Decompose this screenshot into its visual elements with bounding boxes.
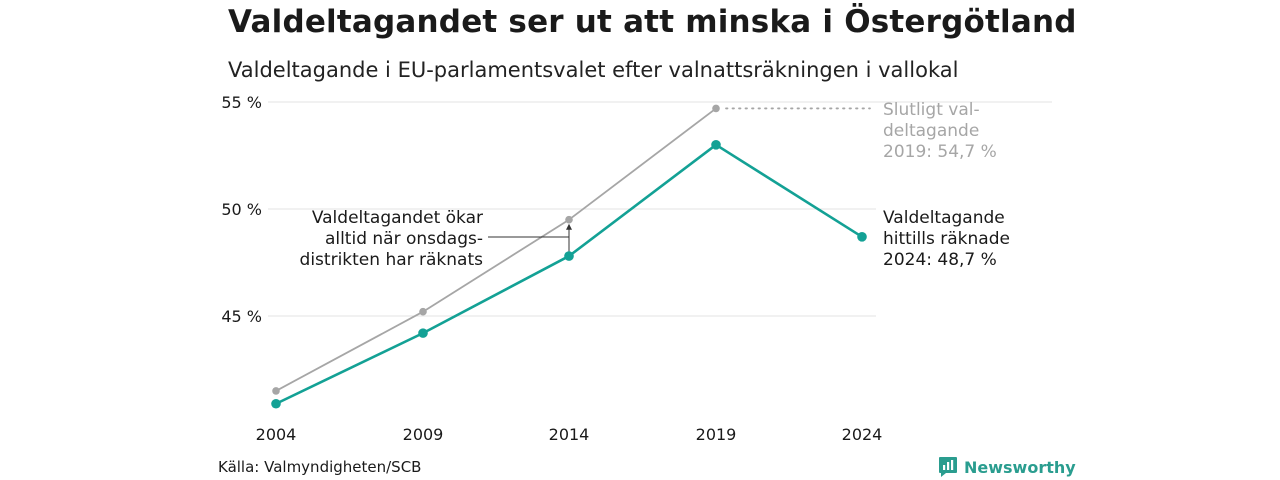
x-tick-label: 2019	[696, 425, 737, 444]
x-tick-label: 2014	[549, 425, 590, 444]
counted-label-line: hittills räknade	[883, 229, 1010, 249]
gap-note-line: Valdeltagandet ökar	[312, 208, 483, 228]
brand-name: Newsworthy	[964, 457, 1076, 477]
brand-logo: Newsworthy	[938, 456, 1076, 478]
x-tick-labels: 2004 2009 2014 2019 2024	[256, 425, 883, 444]
y-tick-label: 55 %	[221, 93, 262, 112]
final-label-line: 2019: 54,7 %	[883, 142, 997, 162]
source-note: Källa: Valmyndigheten/SCB	[218, 458, 422, 476]
gridlines	[268, 101, 1052, 317]
data-point-counted	[418, 328, 428, 338]
data-point-counted	[564, 251, 574, 261]
counted-label-line: 2024: 48,7 %	[883, 250, 997, 270]
final-label-line: Slutligt val-	[883, 100, 980, 120]
data-point-final	[272, 387, 280, 395]
y-tick-label: 50 %	[221, 200, 262, 219]
counted-label-line: Valdeltagande	[883, 208, 1005, 228]
chart-title: Valdeltagandet ser ut att minska i Öster…	[228, 4, 1077, 40]
chart-subtitle: Valdeltagande i EU-parlamentsvalet efter…	[228, 58, 959, 82]
y-tick-label: 45 %	[221, 307, 262, 326]
x-tick-label: 2009	[403, 425, 444, 444]
bar-chart-icon	[939, 457, 957, 477]
data-point-final	[565, 215, 573, 224]
final-label-line: deltagande	[883, 121, 979, 141]
data-point-final	[712, 104, 720, 113]
x-tick-label: 2004	[256, 425, 297, 444]
y-tick-labels: 45 % 50 % 55 %	[221, 93, 262, 326]
data-points	[271, 104, 867, 409]
series-line-counted	[275, 143, 863, 405]
data-point-counted	[271, 398, 281, 409]
x-tick-label: 2024	[842, 425, 883, 444]
data-point-counted	[711, 140, 721, 150]
gap-arrow-head	[566, 223, 572, 230]
data-point-counted	[857, 232, 867, 242]
data-point-final	[419, 307, 427, 316]
series-line-final	[275, 107, 717, 392]
gap-note-line: distrikten har räknats	[300, 250, 484, 270]
gap-note-line: alltid när onsdags-	[325, 229, 483, 249]
